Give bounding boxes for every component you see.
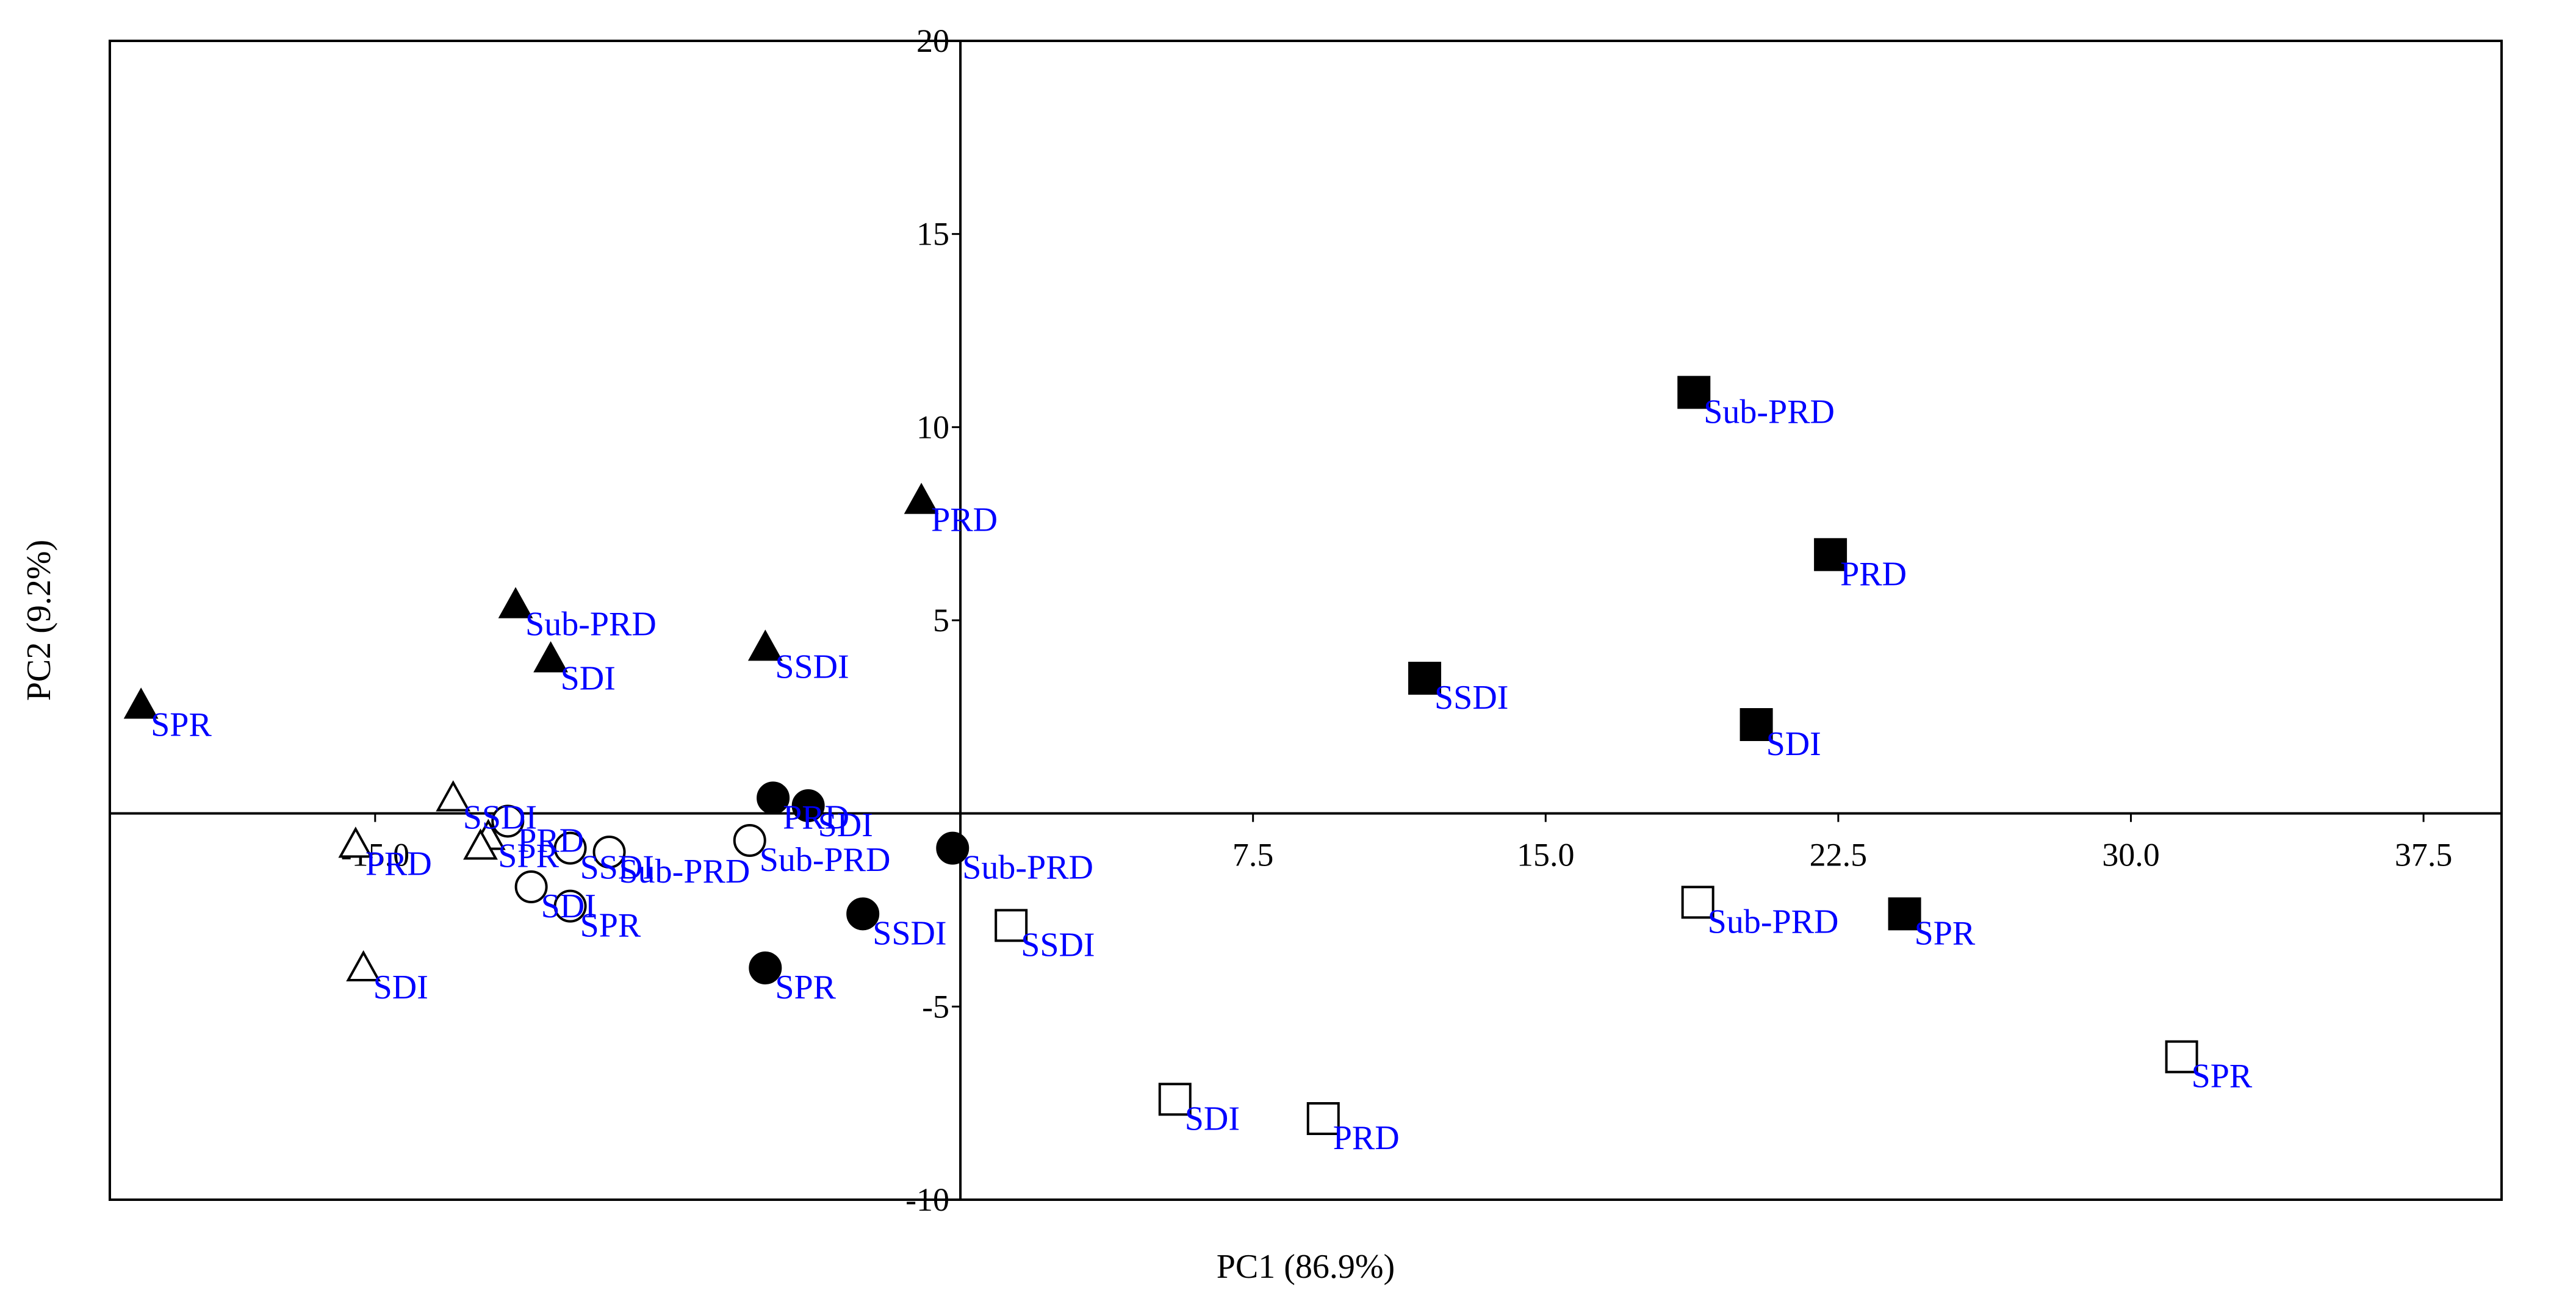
point-label: SDI [818, 806, 873, 844]
point-label: SSDI [1021, 926, 1095, 964]
open-triangle-point [346, 950, 381, 981]
plot-frame [109, 40, 2503, 1201]
point-label: Sub-PRD [1708, 903, 1839, 940]
y-tick-label: 5 [933, 602, 949, 639]
open-square-point [995, 909, 1028, 942]
filled-square-point [1408, 662, 1442, 695]
y-tick-label: -5 [922, 988, 949, 1025]
x-tick-label: 37.5 [2395, 837, 2453, 873]
filled-circle-point [936, 831, 970, 865]
open-square-point [1306, 1102, 1340, 1135]
axis-ticks [374, 40, 2425, 1201]
point-label: SSDI [775, 648, 849, 686]
point-label: SSDI [872, 914, 946, 952]
point-label: PRD [365, 845, 432, 883]
open-square-point [1681, 886, 1714, 919]
x-tick-label: 30.0 [2102, 837, 2160, 873]
open-triangle-point [338, 826, 373, 858]
point-label: PRD [931, 501, 998, 539]
x-tick-label: 15.0 [1517, 837, 1575, 873]
point-label: SDI [541, 887, 596, 925]
point-label: Sub-PRD [760, 841, 891, 879]
filled-triangle-point [123, 687, 159, 719]
point-label: SSDI [580, 849, 654, 887]
open-square-point [2165, 1040, 2198, 1073]
data-markers [123, 376, 2198, 1135]
filled-square-point [1814, 538, 1847, 571]
filled-circle-point [791, 789, 825, 822]
filled-square-point [1740, 708, 1773, 741]
open-triangle-point [436, 780, 471, 812]
point-label: SDI [1766, 725, 1821, 763]
open-circle-point [553, 831, 587, 865]
filled-triangle-point [747, 629, 783, 661]
y-tick-label: 20 [916, 23, 949, 59]
point-label: Sub-PRD [525, 606, 657, 643]
open-circle-point [514, 870, 548, 903]
point-label: PRD [1333, 1119, 1400, 1157]
point-label: Sub-PRD [619, 853, 750, 890]
point-label: PRD [517, 822, 584, 859]
y-tick-label: 10 [916, 409, 949, 445]
y-tick-label: -10 [905, 1181, 949, 1218]
point-label: Sub-PRD [1704, 393, 1835, 431]
filled-triangle-point [533, 641, 569, 673]
filled-triangle-point [904, 482, 939, 514]
filled-square-point [1677, 376, 1711, 409]
point-label: Sub-PRD [962, 849, 1093, 887]
point-label: SDI [373, 969, 428, 1006]
filled-circle-point [757, 781, 790, 815]
x-axis-title: PC1 (86.9%) [1217, 1248, 1395, 1286]
point-label: SDI [561, 659, 616, 697]
point-label: SSDI [1434, 679, 1508, 717]
open-circle-point [592, 836, 626, 869]
filled-circle-point [846, 897, 880, 931]
open-circle-point [553, 889, 587, 923]
point-label: SPR [580, 907, 641, 945]
point-label: SPR [2192, 1058, 2253, 1095]
open-triangle-point [463, 828, 498, 860]
open-circle-point [491, 804, 525, 838]
point-label: SPR [498, 837, 559, 875]
point-label: SPR [151, 706, 212, 743]
y-tick-label: 15 [916, 216, 949, 253]
open-square-point [1158, 1083, 1192, 1116]
open-circle-point [733, 824, 766, 857]
point-label: SDI [1185, 1100, 1240, 1137]
filled-circle-point [749, 951, 782, 984]
x-tick-label: 7.5 [1232, 837, 1274, 873]
filled-square-point [1888, 897, 1921, 931]
y-axis-title: PC2 (9.2%) [20, 540, 58, 701]
filled-triangle-point [498, 587, 533, 618]
point-label: SPR [1915, 914, 1976, 952]
point-label: SSDI [463, 798, 537, 836]
point-label: PRD [783, 798, 849, 836]
point-label: SPR [775, 969, 836, 1006]
x-tick-label: 22.5 [1810, 837, 1868, 873]
point-label: PRD [1840, 555, 1907, 593]
